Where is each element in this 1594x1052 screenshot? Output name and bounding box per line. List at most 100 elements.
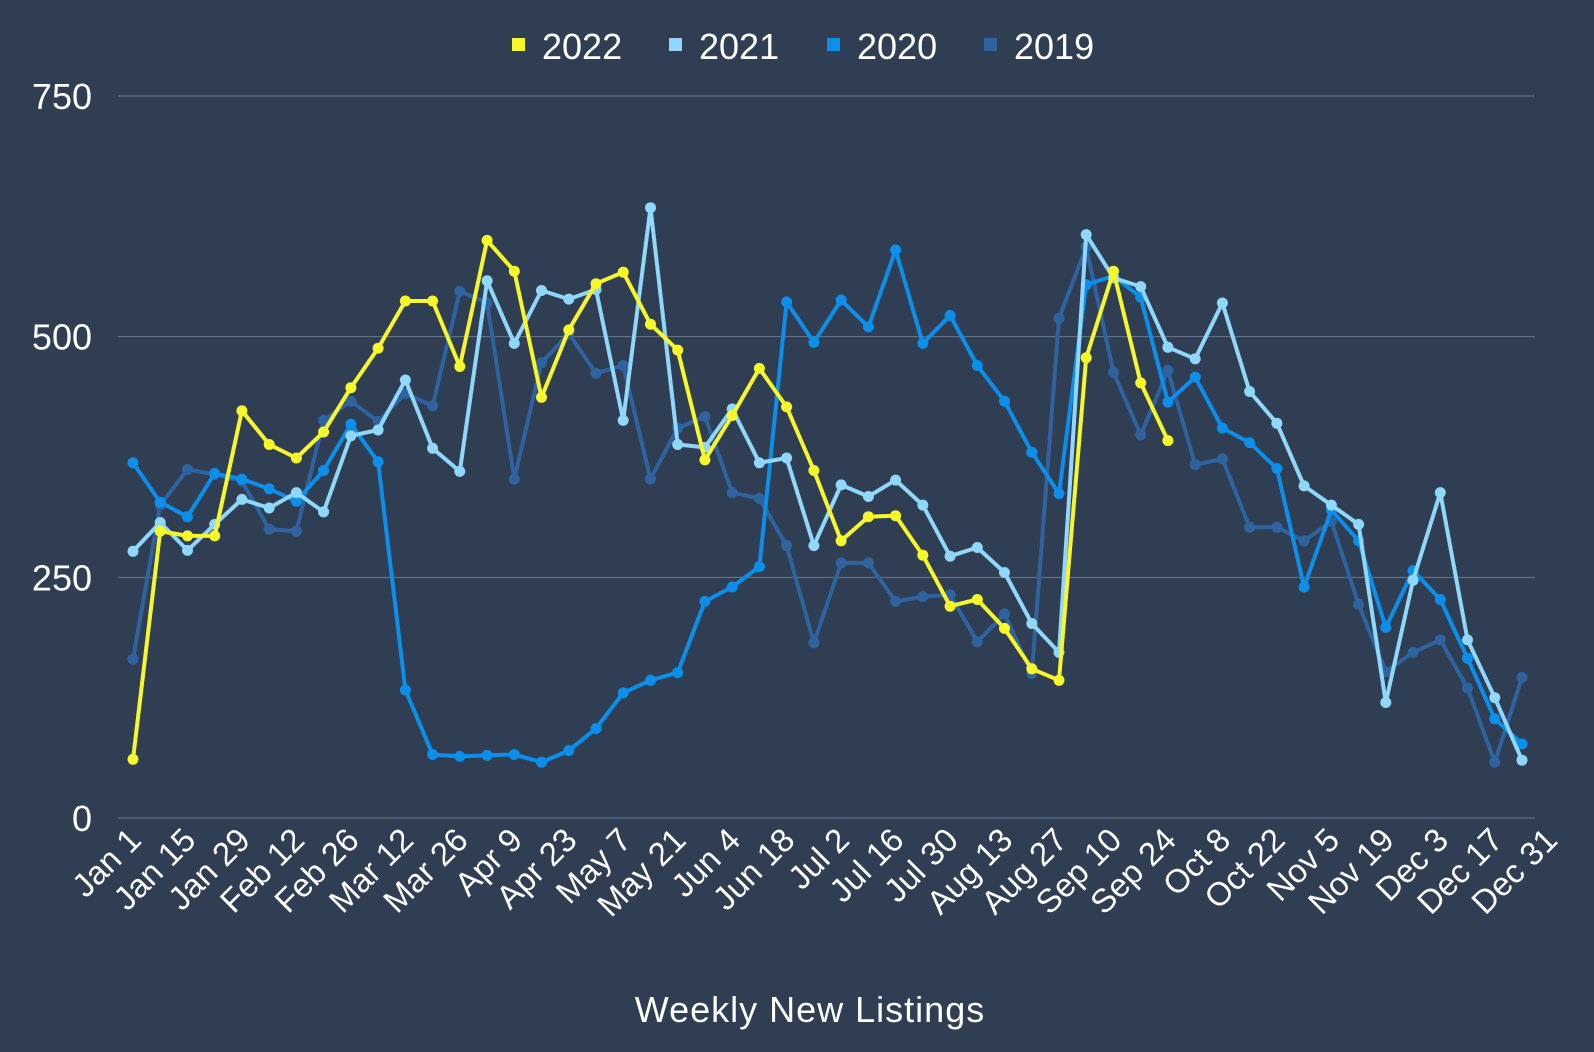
data-point-2022 — [835, 535, 847, 547]
legend-item-2019: 2019 — [984, 26, 1094, 67]
data-point-2019 — [781, 540, 793, 552]
data-point-2021 — [1135, 281, 1147, 293]
legend-swatch — [512, 38, 525, 51]
data-point-2022 — [318, 426, 330, 438]
data-point-2020 — [345, 418, 357, 430]
data-point-2022 — [1053, 674, 1065, 686]
legend-label: 2020 — [857, 26, 937, 67]
data-point-2022 — [427, 295, 439, 307]
data-point-2019 — [617, 360, 629, 371]
data-point-2020 — [617, 687, 629, 699]
data-point-2022 — [536, 391, 547, 403]
data-point-2020 — [1053, 488, 1065, 500]
data-point-2019 — [862, 557, 874, 569]
data-point-2021 — [645, 202, 656, 214]
data-point-2021 — [971, 542, 983, 553]
data-point-2021 — [890, 474, 902, 486]
legend-swatch — [669, 38, 682, 51]
data-point-2021 — [1189, 353, 1201, 365]
data-point-2021 — [536, 285, 547, 296]
data-point-2022 — [563, 324, 575, 336]
legend-swatch — [827, 38, 840, 51]
data-point-2020 — [726, 581, 738, 593]
data-point-2022 — [454, 361, 466, 372]
data-point-2021 — [1026, 618, 1038, 629]
data-point-2022 — [481, 234, 493, 246]
data-point-2019 — [1516, 672, 1528, 683]
data-point-2019 — [1462, 682, 1473, 694]
data-point-2019 — [508, 473, 520, 485]
data-point-2020 — [536, 756, 547, 768]
y-tick-label: 750 — [32, 76, 92, 117]
data-point-2019 — [1434, 634, 1446, 646]
data-point-2021 — [1380, 697, 1392, 708]
data-point-2021 — [781, 452, 793, 464]
data-point-2022 — [399, 295, 411, 307]
data-point-2019 — [1162, 364, 1174, 376]
data-point-2022 — [127, 753, 139, 765]
data-point-2019 — [1189, 459, 1201, 471]
data-point-2019 — [1216, 453, 1228, 465]
series-line-2021 — [131, 205, 1524, 763]
data-point-2021 — [508, 337, 520, 349]
data-point-2020 — [1189, 371, 1201, 383]
data-point-2021 — [999, 567, 1010, 578]
data-point-2021 — [1325, 499, 1337, 511]
data-point-2021 — [563, 293, 575, 305]
data-point-2022 — [182, 530, 193, 542]
data-point-2019 — [1298, 535, 1310, 547]
data-point-2022 — [263, 439, 275, 450]
data-point-2021 — [862, 491, 874, 502]
data-point-2022 — [345, 382, 357, 394]
data-point-2019 — [1407, 646, 1419, 658]
data-point-2021 — [1244, 386, 1256, 397]
data-point-2021 — [917, 499, 929, 511]
data-point-2019 — [835, 557, 847, 569]
data-point-2021 — [154, 517, 166, 528]
data-point-2022 — [808, 465, 820, 476]
data-point-2020 — [427, 749, 439, 760]
series-2022 — [127, 234, 1174, 765]
data-point-2020 — [890, 244, 902, 256]
data-point-2021 — [617, 414, 629, 426]
data-point-2019 — [645, 473, 656, 485]
data-point-2020 — [1516, 738, 1528, 750]
data-point-2021 — [1516, 754, 1528, 766]
data-point-2021 — [345, 430, 357, 442]
data-point-2019 — [1353, 598, 1365, 610]
data-point-2022 — [699, 454, 711, 466]
data-point-2022 — [971, 594, 983, 605]
series-2021 — [127, 202, 1528, 766]
data-point-2019 — [536, 357, 547, 369]
data-point-2019 — [1271, 521, 1283, 533]
data-point-2019 — [726, 487, 738, 499]
data-point-2022 — [1135, 377, 1147, 389]
grid-lines — [118, 95, 1535, 819]
data-point-2021 — [672, 439, 684, 450]
data-point-2019 — [263, 523, 275, 535]
legend-label: 2021 — [699, 26, 779, 67]
data-point-2019 — [890, 595, 902, 607]
data-point-2022 — [290, 452, 302, 464]
data-point-2020 — [999, 395, 1010, 407]
y-axis-ticks: 0 250 500 750 — [32, 76, 92, 839]
data-point-2020 — [862, 321, 874, 333]
data-point-2019 — [971, 636, 983, 648]
data-point-2020 — [1216, 422, 1228, 434]
series-lines — [127, 202, 1528, 768]
data-point-2022 — [372, 342, 384, 354]
data-point-2020 — [971, 360, 983, 371]
data-point-2022 — [1026, 663, 1038, 675]
data-point-2021 — [753, 457, 765, 469]
data-point-2020 — [944, 310, 956, 321]
data-point-2022 — [645, 318, 656, 330]
data-point-2022 — [672, 344, 684, 356]
data-point-2019 — [917, 591, 929, 603]
data-point-2020 — [645, 674, 656, 686]
data-point-2019 — [1244, 521, 1256, 533]
legend-item-2021: 2021 — [669, 26, 779, 67]
data-point-2022 — [1080, 352, 1092, 364]
data-point-2019 — [290, 525, 302, 537]
data-point-2020 — [263, 483, 275, 495]
